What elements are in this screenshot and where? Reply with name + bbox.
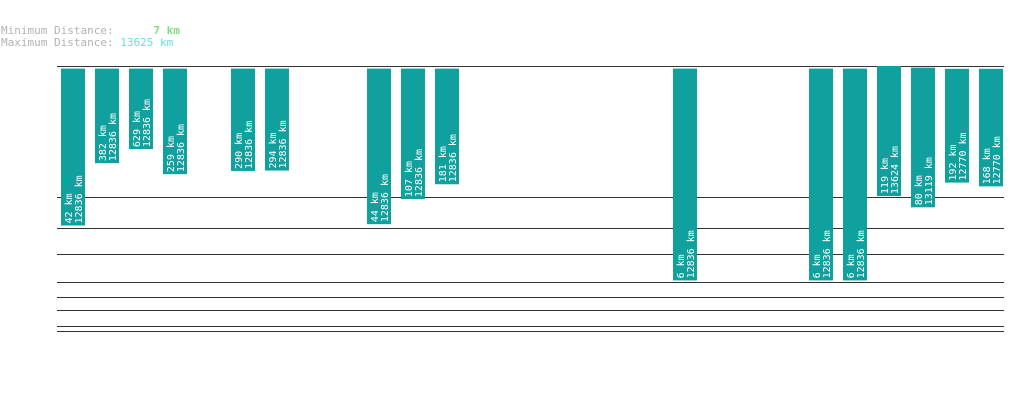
max-distance-data-label: 12836 km	[686, 230, 697, 278]
distance-bar	[809, 68, 833, 281]
distance-bar	[95, 68, 119, 164]
min-distance-data-label: 382 km	[98, 125, 109, 161]
min-distance-data-label: 6 km	[846, 254, 857, 278]
max-distance-data-label: 12836 km	[856, 230, 867, 278]
min-distance-data-label: 119 km	[880, 158, 891, 194]
min-distance-data-label: 44 km	[370, 192, 381, 222]
distance-bar	[231, 68, 255, 171]
distance-bar	[945, 68, 969, 183]
max-distance-value: 13625 km	[120, 36, 174, 49]
max-distance-data-label: 12770 km	[958, 132, 969, 180]
min-distance-data-label: 168 km	[982, 148, 993, 184]
max-distance-data-label: 12836 km	[448, 134, 459, 182]
max-distance-data-label: 12836 km	[380, 174, 391, 222]
distance-bar	[61, 68, 85, 226]
distance-bar	[129, 68, 153, 150]
distance-bar	[911, 67, 935, 208]
distance-bar	[163, 68, 187, 175]
min-distance-data-label: 294 km	[268, 132, 279, 168]
max-distance-data-label: 12836 km	[108, 113, 119, 161]
min-distance-data-label: 290 km	[234, 133, 245, 169]
max-distance-data-label: 12836 km	[176, 124, 187, 172]
min-distance-value: 7 km	[153, 24, 180, 37]
min-distance-data-label: 42 km	[64, 193, 75, 223]
distance-bar	[367, 68, 391, 225]
max-distance-data-label: 12836 km	[278, 120, 289, 168]
distance-legend: Minimum Distance: 7 km Maximum Distance:…	[1, 25, 180, 49]
distance-bar	[843, 68, 867, 281]
min-distance-data-label: 80 km	[914, 175, 925, 205]
max-distance-label: Maximum Distance:	[1, 36, 114, 49]
min-distance-data-label: 192 km	[948, 144, 959, 180]
min-distance-data-label: 6 km	[676, 254, 687, 278]
min-distance-data-label: 181 km	[438, 146, 449, 182]
min-distance-label: Minimum Distance:	[1, 24, 114, 37]
max-distance-data-label: 13624 km	[890, 146, 901, 194]
min-distance-data-label: 107 km	[404, 161, 415, 197]
distance-bar	[435, 68, 459, 185]
min-distance-data-label: 6 km	[812, 254, 823, 278]
max-distance-data-label: 12836 km	[822, 230, 833, 278]
distance-bar	[979, 68, 1003, 187]
min-distance-data-label: 259 km	[166, 136, 177, 172]
max-distance-data-label: 13119 km	[924, 157, 935, 205]
max-distance-data-label: 12836 km	[244, 121, 255, 169]
max-distance-data-label: 12836 km	[74, 175, 85, 223]
max-distance-data-label: 12836 km	[142, 99, 153, 147]
distance-bar	[673, 68, 697, 281]
distance-bar	[265, 68, 289, 171]
max-distance-data-label: 12836 km	[414, 149, 425, 197]
distance-bar	[877, 66, 901, 197]
distance-bar	[401, 68, 425, 200]
max-distance-data-label: 12770 km	[992, 136, 1003, 184]
min-distance-data-label: 629 km	[132, 111, 143, 147]
